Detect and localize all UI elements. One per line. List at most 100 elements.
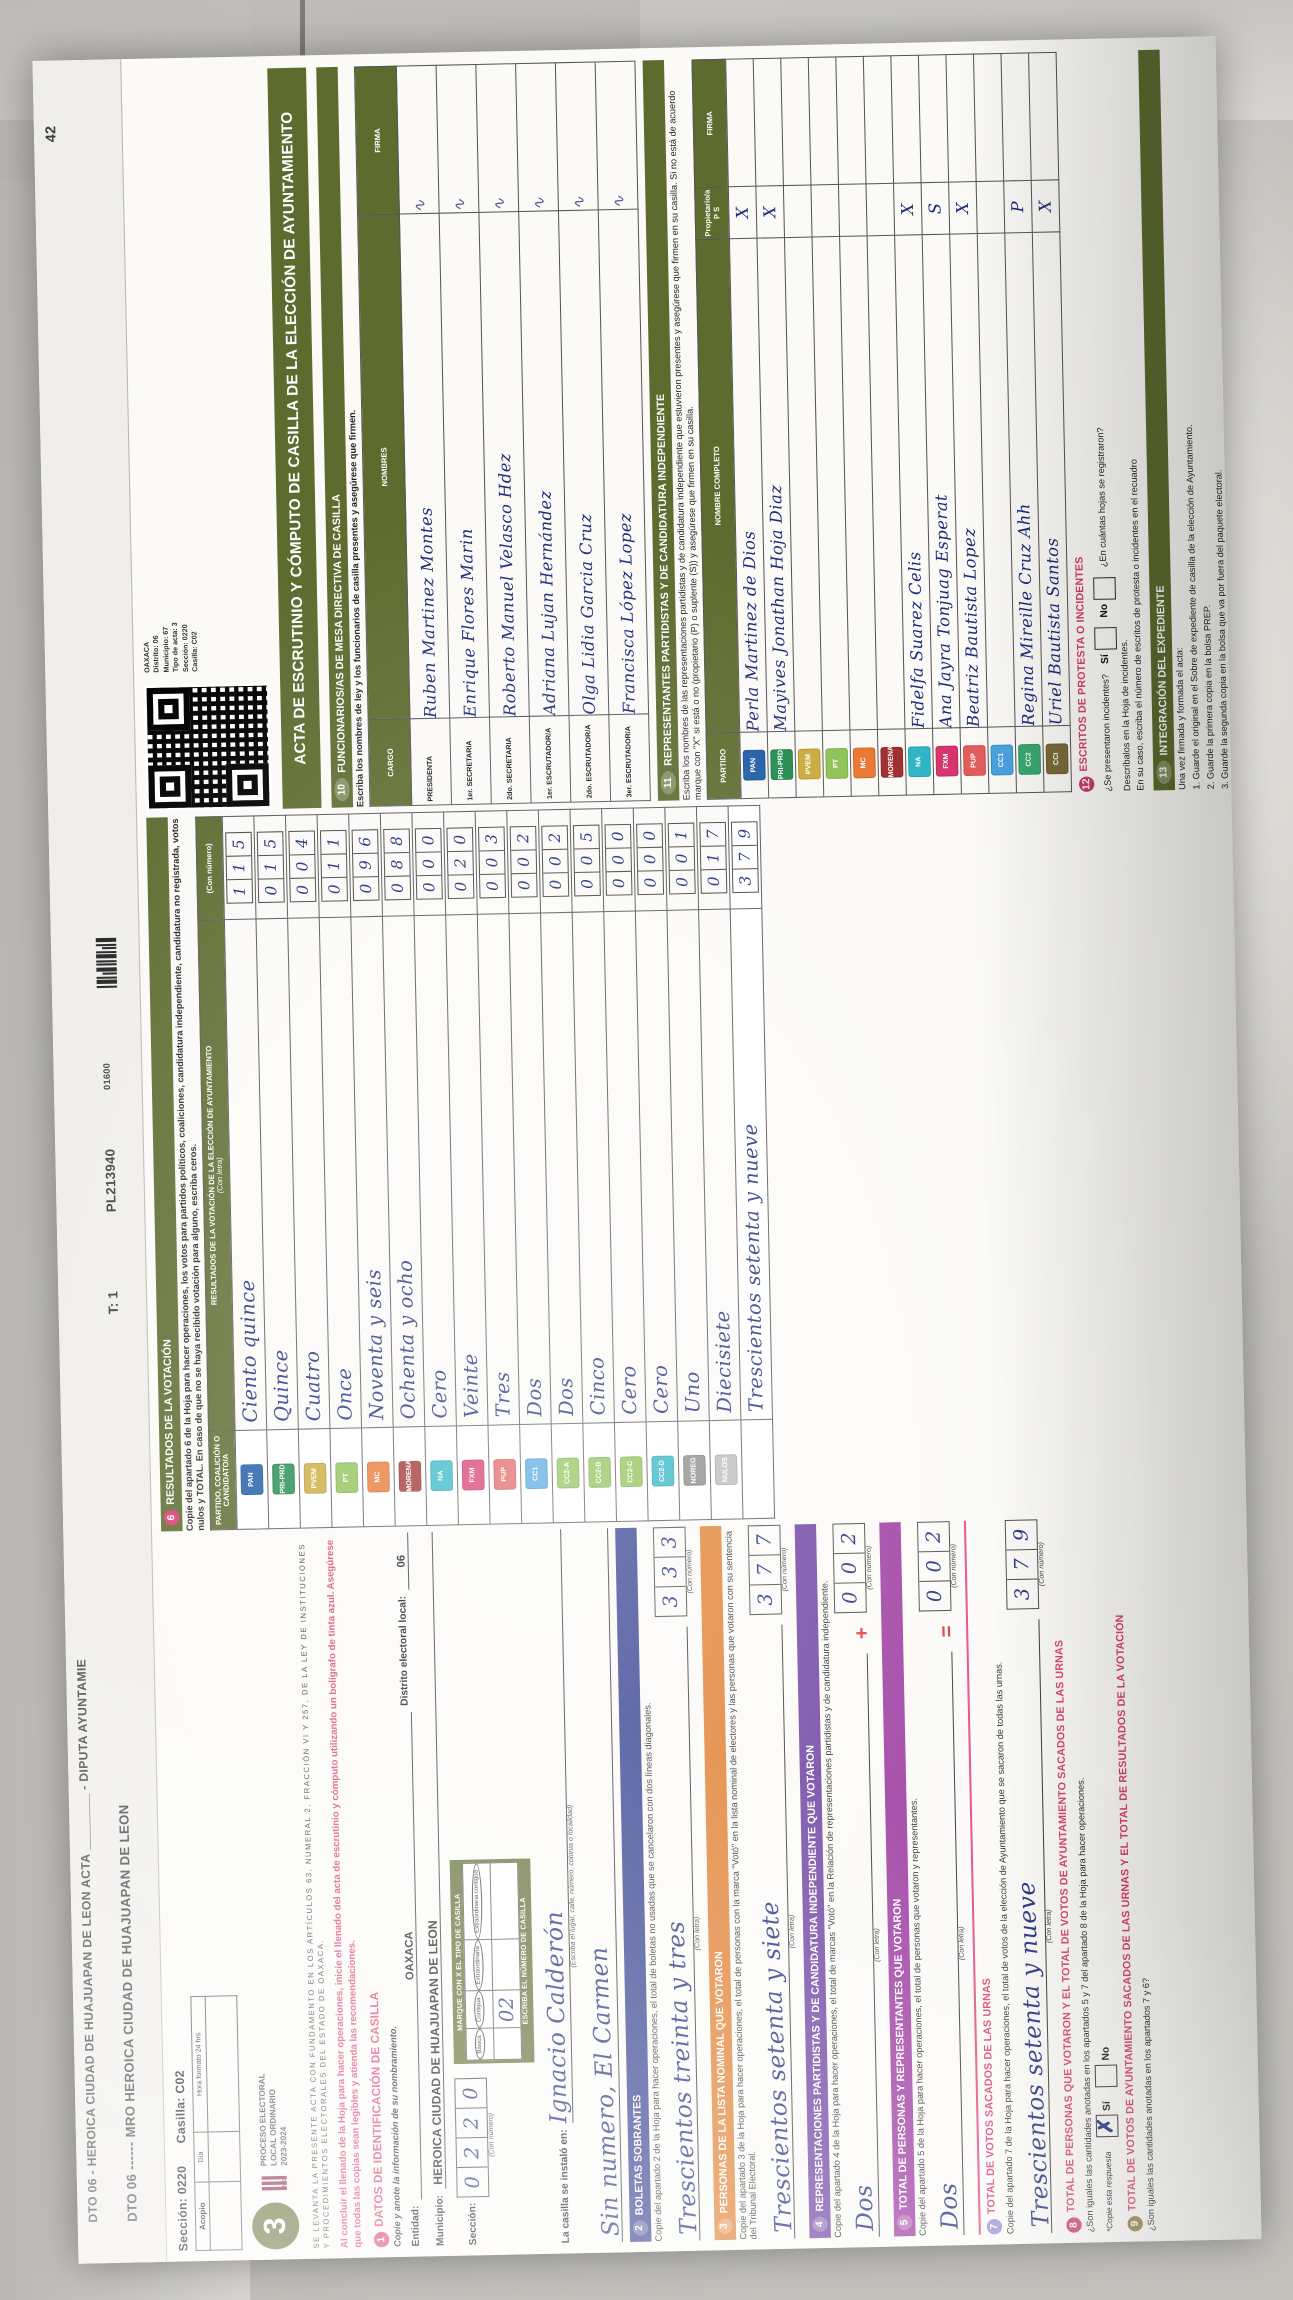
rep-ps[interactable]: X [755, 185, 784, 239]
rep-ps[interactable]: X [727, 186, 757, 239]
rep-firma[interactable] [945, 54, 976, 183]
acta-title: ACTA DE ESCRUTINIO Y CÓMPUTO DE CASILLA … [266, 67, 322, 809]
section-12-answer-si[interactable]: Sí [1093, 627, 1117, 664]
rep-firma[interactable] [917, 54, 948, 183]
total-words: Trescientos setenta y nueve [738, 1123, 768, 1413]
rep-ps[interactable]: S [920, 182, 949, 235]
section-12-answer-no[interactable]: No [1092, 577, 1116, 618]
rep-ps[interactable]: P [1002, 180, 1032, 233]
rep-firma[interactable] [752, 58, 783, 187]
section-4-digits[interactable]: 0 0 2 [831, 1522, 867, 1614]
casilla-num-basica[interactable] [492, 2027, 521, 2060]
func-firma[interactable]: ∿ [554, 61, 598, 211]
dia-cell[interactable] [207, 2131, 241, 2182]
section-8-answer-no[interactable]: No [1094, 2047, 1118, 2088]
rep-firma[interactable] [1027, 52, 1058, 181]
rep-ps[interactable] [975, 180, 1004, 234]
rep-firma[interactable] [972, 53, 1003, 182]
municipio-value[interactable]: HEROICA CIUDAD DE HUAJUAPAN DE LEON [416, 1531, 446, 2190]
rep-firma[interactable] [862, 55, 893, 184]
rep-ps[interactable]: X [1030, 179, 1060, 233]
checkbox-si[interactable] [1095, 2114, 1119, 2138]
party-logo-cell: NULOS [708, 1419, 743, 1520]
checkbox-no-12[interactable] [1092, 577, 1116, 601]
casilla-opt-contigua[interactable]: Contigua [464, 1990, 493, 2029]
section-3-digits[interactable]: 3 7 7 [747, 1524, 782, 1616]
party-logo-pri-prd-icon: PRI-PRD [769, 749, 793, 781]
func-firma[interactable]: ∿ [435, 64, 479, 214]
casilla-opt-basica[interactable]: Básica [465, 2028, 494, 2061]
section-4-digit-2: 0 [833, 1552, 865, 1583]
section-1-title: DATOS DE IDENTIFICACIÓN DE CASILLA [368, 1991, 386, 2227]
section-7-digits[interactable]: 3 7 9 [1003, 1519, 1039, 1610]
section-8-answer-si[interactable]: Sí [1095, 2101, 1119, 2138]
rep-partido: FXM [931, 727, 961, 795]
instalo-value-line-2[interactable]: Sin numero, El Carmen [575, 1528, 624, 2243]
party-logo-cell: FXM [455, 1425, 490, 1525]
section-7-digit-1: 3 [1005, 1578, 1038, 1609]
vote-words: Quince [268, 1349, 293, 1423]
distrito-value[interactable]: 06 [394, 1532, 409, 1590]
checkbox-no[interactable] [1094, 2064, 1118, 2088]
entidad-value[interactable]: OAXACA [397, 1711, 422, 2200]
seccion-digits[interactable]: 0 2 2 0 [453, 2078, 489, 2198]
party-logo-cc1-icon: CC1 [989, 744, 1013, 776]
casilla-num-extraordinaria-contigua[interactable] [489, 1862, 519, 1940]
rep-firma[interactable] [1000, 52, 1031, 181]
rep-ps[interactable]: X [947, 181, 977, 234]
entidad-label: Entidad: [409, 2205, 422, 2247]
rep-firma[interactable] [834, 56, 866, 185]
section-2-badge: 2 [631, 2220, 648, 2236]
func-firma[interactable]: ∿ [395, 65, 439, 215]
vote-words: Once [332, 1367, 357, 1421]
party-logo-cell: MORENA [392, 1426, 427, 1527]
casilla-num-contigua[interactable]: 02 [491, 1990, 521, 2029]
rep-ps[interactable]: X [892, 182, 922, 236]
rep-firma[interactable] [807, 56, 838, 186]
total-digits-cell[interactable]: 3 7 9 [727, 805, 762, 910]
func-firma[interactable]: ∿ [475, 63, 519, 213]
section-12-badge: 12 [1078, 776, 1094, 793]
casilla-opt-extraordinaria[interactable]: Extraordinaria [463, 1939, 492, 1992]
checkbox-si-12[interactable] [1093, 627, 1117, 651]
section-2-digit-3: 3 [657, 1535, 680, 1549]
hora-cell[interactable] [204, 1995, 240, 2132]
rep-ps[interactable] [810, 184, 839, 237]
rep-ps[interactable] [865, 183, 894, 236]
rep-firma[interactable] [890, 55, 921, 184]
casilla-header: Casilla: C02 [171, 2070, 188, 2144]
party-logo-cell: PT [329, 1427, 363, 1528]
rep-firma[interactable] [724, 58, 756, 187]
func-firma[interactable]: ∿ [515, 62, 559, 212]
section-2-digits[interactable]: 3 3 3 [651, 1526, 687, 1618]
casilla-opt-extraordinaria-contigua[interactable]: Extraordinaria contigua [461, 1863, 491, 1940]
rep-ps[interactable] [782, 185, 812, 238]
casilla-num-extraordinaria[interactable] [490, 1938, 520, 1991]
rep-firma[interactable] [779, 57, 811, 186]
func-firma[interactable]: ∿ [594, 61, 638, 210]
acopio-cell[interactable] [208, 2181, 242, 2251]
rep-ps[interactable] [837, 183, 867, 237]
section-5-digits[interactable]: 0 0 2 [916, 1521, 951, 1612]
